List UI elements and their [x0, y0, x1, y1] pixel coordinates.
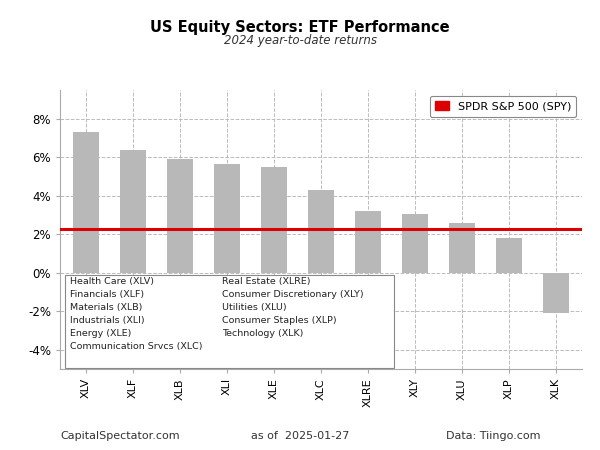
Text: US Equity Sectors: ETF Performance: US Equity Sectors: ETF Performance — [150, 20, 450, 35]
Bar — [402, 214, 428, 273]
Text: as of  2025-01-27: as of 2025-01-27 — [251, 431, 349, 441]
Bar — [496, 238, 522, 273]
Text: CapitalSpectator.com: CapitalSpectator.com — [60, 431, 179, 441]
Text: Health Care (XLV)
Financials (XLF)
Materials (XLB)
Industrials (XLI)
Energy (XLE: Health Care (XLV) Financials (XLF) Mater… — [70, 277, 203, 351]
Bar — [308, 190, 334, 273]
Bar — [543, 273, 569, 313]
Bar — [355, 211, 381, 273]
Text: Real Estate (XLRE)
Consumer Discretionary (XLY)
Utilities (XLU)
Consumer Staples: Real Estate (XLRE) Consumer Discretionar… — [222, 277, 364, 338]
Bar — [73, 132, 99, 273]
Bar — [449, 223, 475, 273]
Bar — [214, 164, 240, 273]
Bar — [65, 275, 394, 368]
Bar — [261, 167, 287, 273]
Text: Data: Tiingo.com: Data: Tiingo.com — [445, 431, 540, 441]
Legend: SPDR S&P 500 (SPY): SPDR S&P 500 (SPY) — [430, 95, 577, 117]
Bar — [167, 159, 193, 273]
Bar — [120, 150, 146, 273]
Text: 2024 year-to-date returns: 2024 year-to-date returns — [223, 34, 377, 47]
